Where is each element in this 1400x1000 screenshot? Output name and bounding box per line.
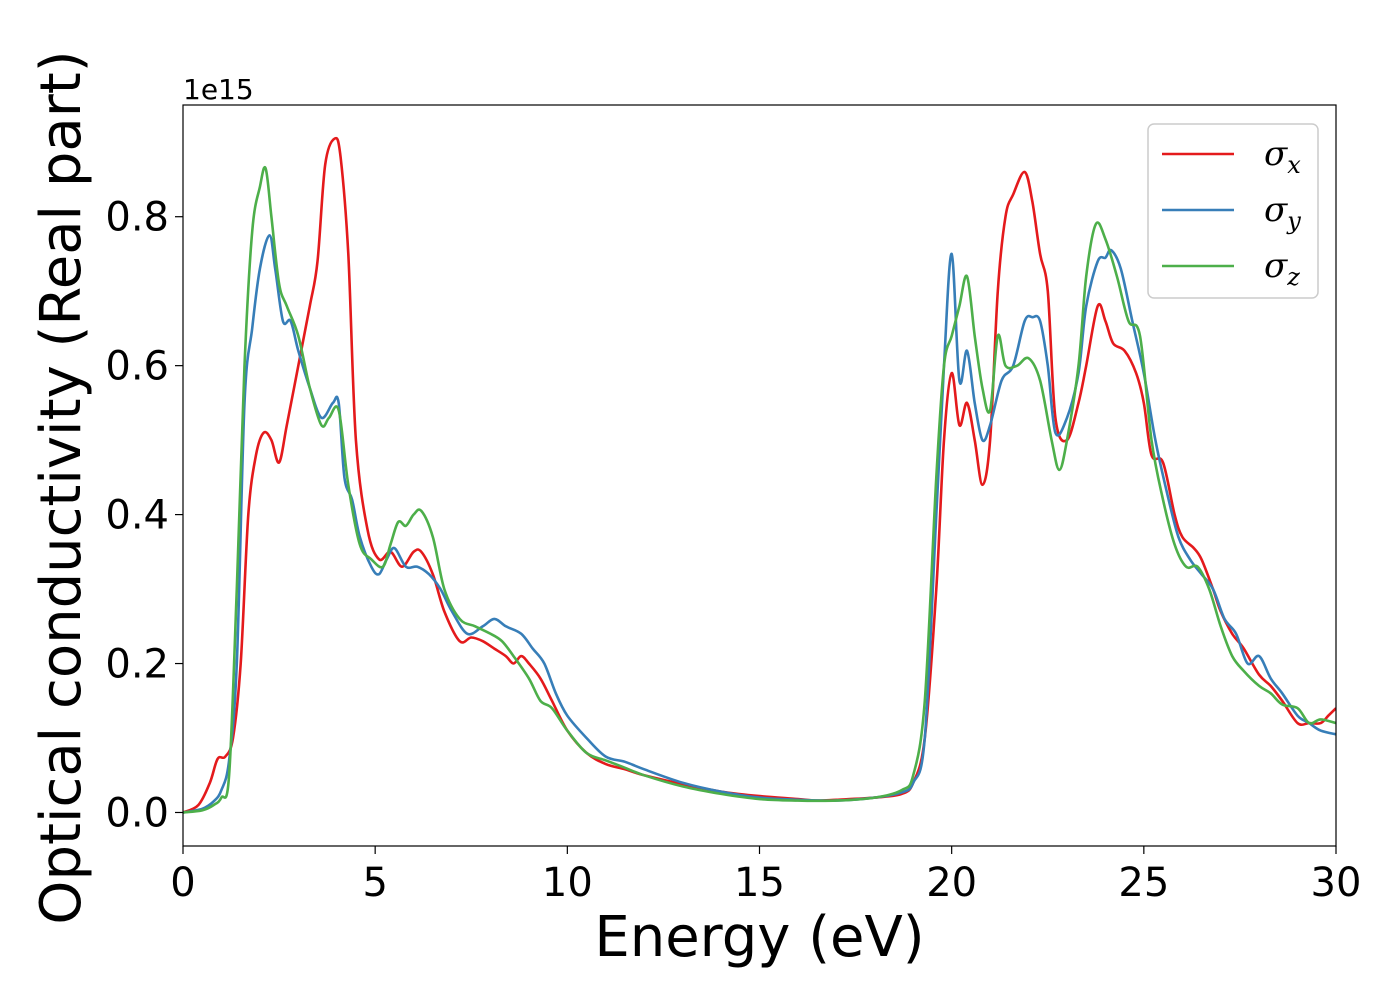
y-tick-label: 0.0 — [105, 790, 169, 836]
y-axis-label: Optical conductivity (Real part) — [29, 50, 94, 924]
series-line-z — [183, 165, 1336, 814]
x-tick-label: 0 — [170, 860, 195, 906]
y-tick-label: 0.4 — [105, 493, 169, 539]
x-tick-label: 20 — [926, 860, 977, 906]
y-tick-label: 0.8 — [105, 195, 169, 241]
x-tick-label: 15 — [734, 860, 785, 906]
x-axis-label: Energy (eV) — [594, 905, 924, 970]
x-tick-label: 30 — [1311, 860, 1362, 906]
y-tick-label: 0.6 — [105, 344, 169, 390]
legend-entry-y: σy — [1264, 190, 1301, 235]
x-tick-label: 5 — [362, 860, 387, 906]
legend-entry-x: σx — [1264, 134, 1301, 179]
x-axis-ticks: 0 5 10 15 20 25 30 — [170, 846, 1361, 906]
legend-entry-z: σz — [1264, 246, 1300, 291]
y-axis-offset-label: 1e15 — [183, 73, 254, 106]
legend: σx σy σz — [1147, 123, 1319, 299]
y-tick-label: 0.2 — [105, 642, 169, 688]
x-tick-label: 25 — [1118, 860, 1169, 906]
x-tick-label: 10 — [542, 860, 593, 906]
y-axis-ticks: 0.0 0.2 0.4 0.6 0.8 — [105, 195, 183, 836]
plot-lines — [183, 136, 1336, 814]
